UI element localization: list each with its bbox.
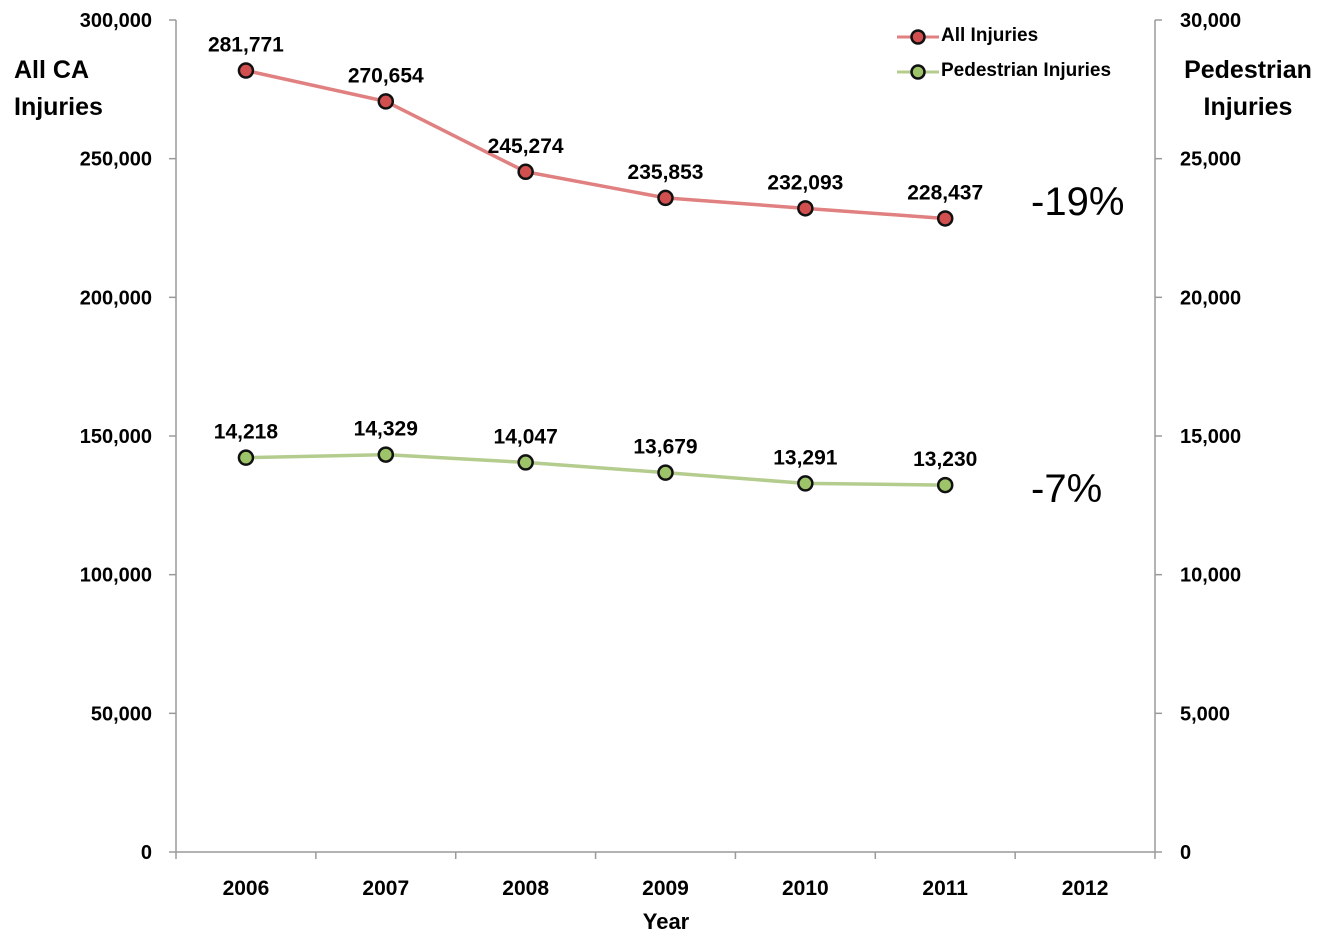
data-point-all-injuries [936, 210, 954, 227]
all-injuries-change-annotation: -19% [1031, 180, 1125, 224]
left-axis-title-line-1: All CA [14, 56, 89, 84]
pedestrian-injuries-change-annotation: -7% [1031, 467, 1103, 511]
left-y-tick-label: 150,000 [80, 426, 152, 448]
left-axis-title-line-2: Injuries [14, 93, 103, 121]
right-axis-title: Pedestrian Injuries [1175, 52, 1321, 126]
series-layer: 281,771 270,654 245,274 235,853 232,093 228,4… [208, 34, 983, 494]
series-pedestrian-injuries: 14,218 14,329 14,047 13,679 13,291 13,230 [214, 418, 977, 494]
data-point-pedestrian-injuries [936, 476, 954, 494]
legend-label-pedestrian-injuries: Pedestrian Injuries [941, 60, 1112, 81]
data-point-all-injuries [377, 93, 395, 110]
axes: 0 0 50,000 5,000 100,000 10,000 150,000 15,000 2… [80, 10, 1241, 900]
right-y-tick-label: 5,000 [1180, 703, 1230, 725]
data-label-all-injuries: 232,093 [767, 171, 843, 194]
data-point-pedestrian-injuries [517, 454, 534, 471]
right-y-tick-label: 15,000 [1180, 426, 1241, 448]
left-y-tick-label: 0 [141, 842, 152, 864]
data-label-pedestrian-injuries: 13,230 [913, 448, 977, 471]
x-axis-title: Year [642, 909, 690, 934]
data-point-pedestrian-injuries [657, 464, 674, 481]
data-point-all-injuries [657, 189, 674, 207]
left-axis-title: All CA Injuries [14, 52, 103, 126]
legend-label-all-injuries: All Injuries [941, 25, 1039, 46]
data-point-all-injuries [797, 200, 814, 217]
series-line-pedestrian-injuries [245, 452, 946, 487]
data-label-pedestrian-injuries: 13,291 [773, 446, 838, 469]
right-y-tick-label: 30,000 [1180, 10, 1241, 32]
left-y-tick-label: 100,000 [80, 565, 152, 587]
right-y-tick-label: 20,000 [1180, 287, 1241, 309]
data-point-all-injuries [237, 62, 255, 79]
x-tick-label: 2006 [223, 877, 270, 900]
x-tick-label: 2007 [362, 877, 409, 900]
data-label-pedestrian-injuries: 13,679 [633, 436, 697, 459]
x-tick-label: 2012 [1062, 877, 1109, 900]
left-y-tick-label: 250,000 [80, 149, 152, 171]
data-label-all-injuries: 235,853 [628, 161, 704, 184]
left-y-tick-label: 300,000 [80, 10, 152, 32]
data-point-pedestrian-injuries [237, 449, 255, 466]
right-y-tick-label: 0 [1180, 842, 1191, 864]
series-line-all-injuries [245, 68, 946, 221]
right-axis-title-line-1: Pedestrian [1184, 56, 1312, 84]
x-tick-label: 2011 [922, 877, 968, 900]
data-label-pedestrian-injuries: 14,218 [214, 421, 279, 444]
data-label-all-injuries: 281,771 [208, 34, 284, 57]
series-all-injuries: 281,771 270,654 245,274 235,853 232,093 228,4… [208, 34, 983, 227]
x-tick-label: 2010 [782, 877, 829, 900]
left-y-tick-label: 50,000 [91, 703, 152, 725]
right-y-tick-label: 25,000 [1180, 149, 1241, 171]
x-tick-label: 2009 [642, 877, 689, 900]
data-label-pedestrian-injuries: 14,047 [494, 425, 558, 448]
x-tick-label: 2008 [502, 877, 549, 900]
left-y-tick-label: 200,000 [80, 287, 152, 309]
data-label-pedestrian-injuries: 14,329 [354, 418, 418, 441]
data-label-all-injuries: 228,437 [907, 181, 983, 204]
data-label-all-injuries: 270,654 [348, 64, 424, 87]
legend-swatch-pedestrian-injuries [897, 64, 939, 80]
data-point-all-injuries [517, 163, 534, 181]
legend-swatch-all-injuries [897, 29, 939, 45]
right-y-tick-label: 10,000 [1180, 565, 1241, 587]
data-point-pedestrian-injuries [797, 475, 814, 492]
data-label-all-injuries: 245,274 [488, 135, 564, 158]
data-point-pedestrian-injuries [377, 446, 395, 463]
right-axis-title-line-2: Injuries [1203, 93, 1293, 121]
